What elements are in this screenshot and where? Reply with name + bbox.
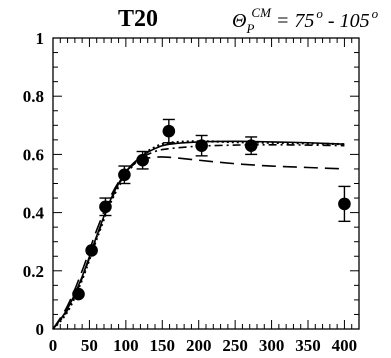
x-tick-label: 150 (150, 336, 176, 355)
annotation-subscript: P (245, 21, 254, 36)
x-tick-label: 250 (222, 336, 248, 355)
annotation-symbol: Θ (232, 10, 246, 32)
y-tick-label: 1 (36, 29, 45, 48)
data-point (195, 139, 208, 152)
y-tick-label: 0.4 (23, 204, 45, 223)
x-tick-label: 50 (81, 336, 98, 355)
data-point (118, 168, 131, 182)
y-tick-label: 0 (36, 320, 45, 339)
x-tick-label: 0 (49, 336, 58, 355)
y-tick-label: 0.8 (23, 87, 44, 106)
data-points (72, 118, 351, 301)
x-tick-label: 200 (186, 336, 212, 355)
data-point (99, 200, 112, 214)
data-point (72, 287, 85, 301)
data-point (338, 197, 351, 211)
annotation-degree-1: o (316, 6, 323, 21)
x-tick-label: 300 (259, 336, 285, 355)
annotation-equals: = 75 (271, 10, 315, 32)
x-tick-label: 400 (332, 336, 358, 355)
angle-annotation: ΘPCM = 75 o - 105 o (232, 5, 379, 36)
annotation-degree-2: o (372, 6, 379, 21)
x-tick-labels: 0 50 100 150 200 250 300 350 400 (49, 336, 357, 355)
annotation-dash: - 105 (323, 10, 370, 32)
curve-dash-dot (52, 143, 345, 330)
y-tick-labels: 0 0.2 0.4 0.6 0.8 1 (23, 29, 45, 339)
x-tick-label: 100 (113, 336, 139, 355)
chart-title: T20 (118, 6, 158, 32)
data-point (136, 153, 149, 167)
y-tick-label: 0.6 (23, 145, 44, 164)
data-point (85, 244, 98, 257)
plot-frame (52, 37, 360, 330)
y-tick-label: 0.2 (23, 262, 44, 281)
annotation-superscript: CM (251, 5, 272, 20)
x-tick-label: 350 (295, 336, 321, 355)
data-point (162, 124, 176, 138)
axis-ticks (52, 37, 360, 330)
data-point (244, 139, 258, 152)
